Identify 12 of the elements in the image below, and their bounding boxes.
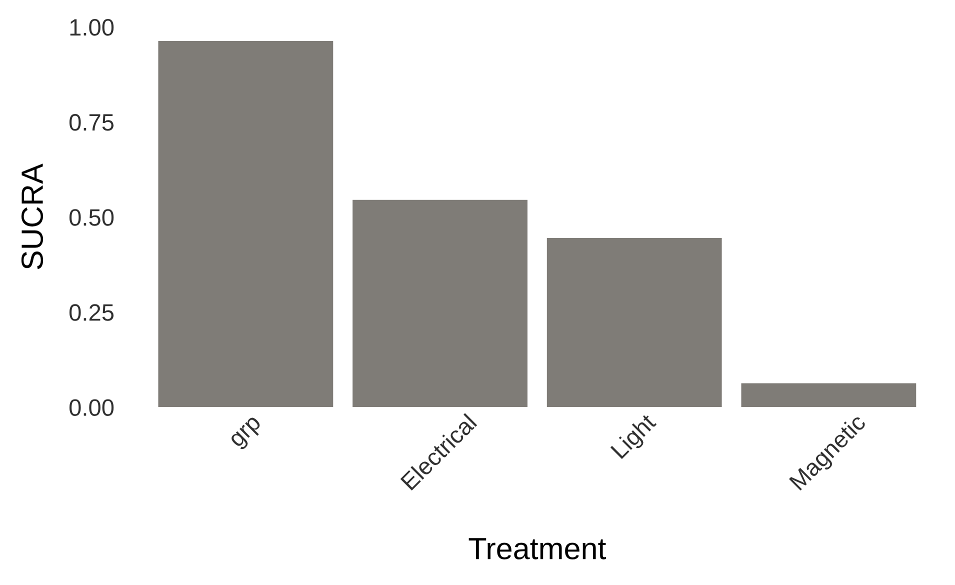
y-axis-title: SUCRA xyxy=(21,164,44,270)
bar xyxy=(741,383,916,408)
bar xyxy=(158,40,334,408)
y-tick-label: 1.00 xyxy=(70,18,114,36)
bar xyxy=(546,238,722,408)
y-tick-label: 0.00 xyxy=(69,399,114,416)
y-tick-label: 0.75 xyxy=(69,114,114,131)
x-axis-title: Treatment xyxy=(468,538,606,560)
bar xyxy=(352,200,528,408)
y-tick-label: 0.25 xyxy=(69,304,114,321)
y-tick-label: 0.50 xyxy=(69,209,114,226)
x-tick-label: grp xyxy=(230,416,265,452)
